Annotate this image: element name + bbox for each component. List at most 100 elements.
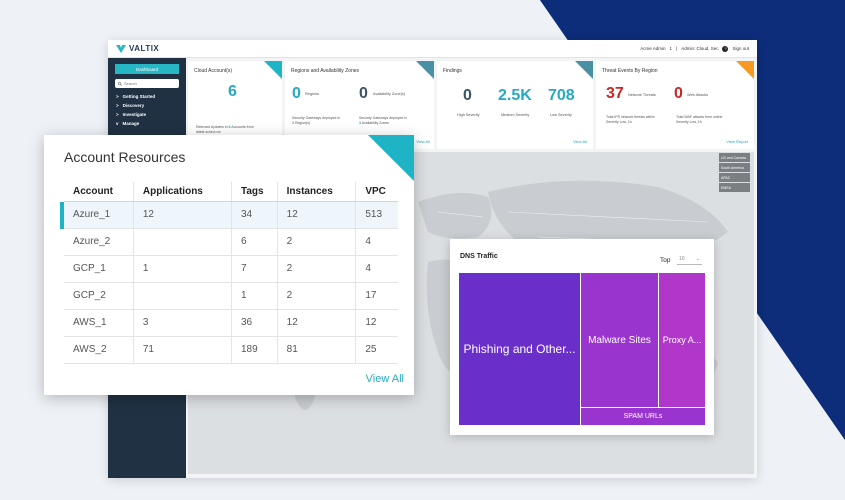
treemap-tile[interactable]: SPAM URLs bbox=[581, 408, 705, 425]
table-row[interactable]: GCP_1 1 7 2 4 bbox=[64, 255, 398, 283]
note-text: Severity Low, 1h bbox=[676, 120, 702, 124]
medium-severity-label: Medium Severity bbox=[501, 113, 530, 117]
column-header[interactable]: VPC bbox=[355, 182, 398, 202]
region-south-america[interactable]: South America bbox=[719, 163, 750, 172]
cloud-note: Relevant Updates in 6 Accounts from late… bbox=[196, 125, 254, 135]
network-threats-value: 37 bbox=[606, 85, 624, 102]
account-resources-panel: Account Resources Account Applications T… bbox=[44, 135, 414, 395]
table-cell: 36 bbox=[230, 309, 278, 337]
table-cell: 12 bbox=[276, 201, 356, 229]
cloud-accounts-value: 6 bbox=[228, 83, 237, 100]
zones-value: 0 bbox=[359, 85, 368, 102]
web-attacks-label: Web Attacks bbox=[687, 93, 709, 97]
region-us-canada[interactable]: US and Canada bbox=[719, 153, 750, 162]
valtix-logo-icon bbox=[116, 44, 126, 53]
treemap-tile[interactable]: Proxy A... bbox=[659, 273, 705, 407]
web-note: Total WAF attacks from online Severity Lo… bbox=[676, 115, 722, 125]
table-row[interactable]: AWS_1 3 36 12 12 bbox=[64, 309, 398, 337]
sidebar-item-label: Getting Started bbox=[122, 94, 156, 99]
account-cell: AWS_1 bbox=[64, 309, 134, 337]
findings-card[interactable]: Findings 0 High Severity 2.5K Medium Sev… bbox=[437, 61, 593, 149]
signout-link[interactable]: Sign out bbox=[732, 46, 749, 51]
table-cell: 1 bbox=[230, 282, 278, 310]
view-all-link[interactable]: View All bbox=[365, 373, 404, 385]
threat-events-card[interactable]: Threat Events By Region 37 Network Threa… bbox=[596, 61, 754, 149]
table-cell: 34 bbox=[230, 201, 278, 229]
treemap-tile[interactable]: Malware Sites bbox=[581, 273, 658, 407]
regions-view-all-link[interactable]: View All bbox=[416, 139, 430, 144]
region-emea[interactable]: EMEA bbox=[719, 183, 750, 192]
card-title: Threat Events By Region bbox=[602, 68, 658, 74]
table-row[interactable]: Azure_1 12 34 12 513 bbox=[64, 201, 398, 229]
chevron-right-icon: > bbox=[116, 94, 119, 99]
card-title: Regions and Availability Zones bbox=[291, 68, 360, 74]
sidebar-search[interactable]: Search bbox=[115, 79, 179, 88]
account-cell: AWS_2 bbox=[64, 336, 134, 364]
sidebar-item-label: Discovery bbox=[122, 103, 145, 108]
dashboard-button[interactable]: Dashboard bbox=[115, 64, 179, 74]
chevron-right-icon: > bbox=[116, 112, 119, 117]
cloud-accounts-card[interactable]: Cloud Account(s) 6 Relevant Updates in 6… bbox=[188, 61, 282, 149]
column-header[interactable]: Account bbox=[64, 182, 134, 202]
column-header[interactable]: Instances bbox=[276, 182, 356, 202]
table-row[interactable]: Azure_2 6 2 4 bbox=[64, 228, 398, 256]
high-severity-label: High Severity bbox=[457, 113, 480, 117]
note-text: Accounts from bbox=[231, 125, 254, 129]
table-cell bbox=[132, 282, 232, 310]
table-cell: 2 bbox=[276, 255, 356, 283]
note-text: Total IPS network threats within bbox=[606, 115, 655, 119]
note-count: 3 bbox=[359, 121, 361, 125]
card-title: Cloud Account(s) bbox=[194, 68, 233, 74]
table-cell: 4 bbox=[355, 255, 398, 283]
table-row[interactable]: AWS_2 71 189 81 25 bbox=[64, 336, 398, 364]
table-row[interactable]: GCP_2 1 2 17 bbox=[64, 282, 398, 310]
table-header: Account Applications Tags Instances VPC bbox=[64, 182, 398, 202]
findings-view-all-link[interactable]: View All bbox=[573, 139, 587, 144]
column-header[interactable]: Applications bbox=[132, 182, 232, 202]
chevron-right-icon: > bbox=[116, 103, 119, 108]
network-threats-label: Network Threats bbox=[628, 93, 656, 97]
regions-value: 0 bbox=[292, 85, 301, 102]
note-text: Security Gateways deployed in bbox=[292, 116, 341, 120]
table-cell: 17 bbox=[355, 282, 398, 310]
chevron-down-icon: v bbox=[116, 121, 119, 126]
sidebar-item-investigate[interactable]: > Investigate bbox=[116, 110, 186, 119]
view-report-link[interactable]: View Report bbox=[726, 139, 748, 144]
note-text: Total WAF attacks from online bbox=[676, 115, 723, 119]
account-cell: Azure_1 bbox=[64, 201, 134, 229]
medium-severity-value: 2.5K bbox=[498, 87, 532, 104]
card-title: Findings bbox=[443, 68, 462, 74]
help-icon[interactable]: ? bbox=[722, 45, 729, 52]
zones-note: Security Gateways deployed in 3 Availabil… bbox=[359, 116, 407, 126]
user-name[interactable]: Acme Admin bbox=[640, 46, 666, 51]
treemap-tile[interactable]: Phishing and Other... bbox=[459, 273, 580, 425]
top-bar: VALTIX Acme Admin 1 | Admin: Cloud, Sec … bbox=[108, 40, 757, 58]
card-corner bbox=[264, 61, 282, 79]
sidebar-item-label: Investigate bbox=[122, 112, 147, 117]
column-header[interactable]: Tags bbox=[230, 182, 278, 202]
panel-corner bbox=[368, 135, 414, 181]
brand-logo[interactable]: VALTIX bbox=[116, 44, 159, 54]
account-cell: Azure_2 bbox=[64, 228, 134, 256]
note-text: Security Gateways deployed in bbox=[359, 116, 408, 120]
note-text: Availability Zones bbox=[361, 121, 389, 125]
search-icon bbox=[118, 81, 122, 86]
sidebar-item-manage[interactable]: v Manage bbox=[116, 119, 186, 128]
regions-card[interactable]: Regions and Availability Zones 0 Regions… bbox=[285, 61, 434, 149]
note-text: Region(s) bbox=[294, 121, 311, 125]
table-cell: 25 bbox=[355, 336, 398, 364]
table-cell: 12 bbox=[132, 201, 232, 229]
panel-title: DNS Traffic bbox=[460, 253, 498, 260]
table-cell: 6 bbox=[230, 228, 278, 256]
sidebar-item-discovery[interactable]: > Discovery bbox=[116, 101, 186, 110]
top-n-select[interactable]: 10 ⌄ bbox=[677, 254, 702, 265]
table-cell: 12 bbox=[355, 309, 398, 337]
note-text: latest sched.run bbox=[196, 130, 221, 134]
regions-note: Security Gateways deployed in 3 Region(s) bbox=[292, 116, 340, 126]
search-placeholder: Search bbox=[124, 81, 137, 86]
table-cell: 4 bbox=[355, 228, 398, 256]
sidebar-item-getting-started[interactable]: > Getting Started bbox=[116, 92, 186, 101]
region-apac[interactable]: APAC bbox=[719, 173, 750, 182]
table-cell: 513 bbox=[355, 201, 398, 229]
account-cell: GCP_1 bbox=[64, 255, 134, 283]
